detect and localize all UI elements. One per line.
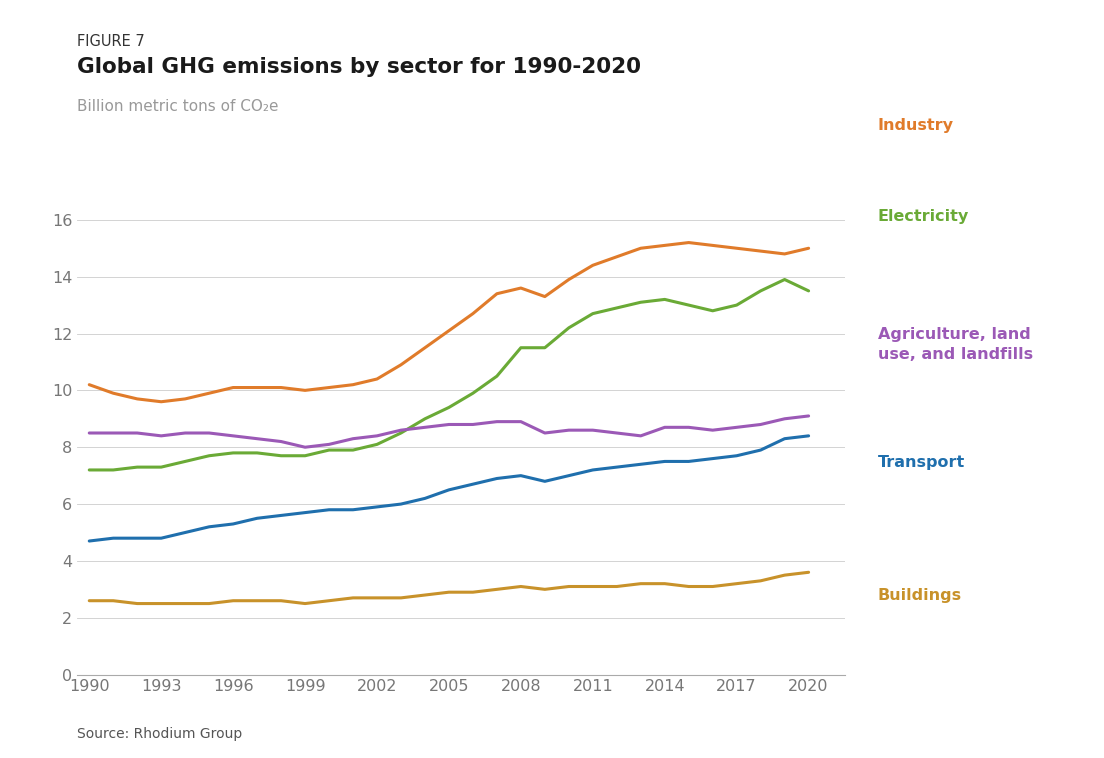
Text: Billion metric tons of CO₂e: Billion metric tons of CO₂e (77, 99, 279, 114)
Text: Global GHG emissions by sector for 1990-2020: Global GHG emissions by sector for 1990-… (77, 57, 641, 77)
Text: Transport: Transport (878, 455, 965, 470)
Text: Industry: Industry (878, 117, 954, 133)
Text: Agriculture, land
use, and landfills: Agriculture, land use, and landfills (878, 327, 1033, 362)
Text: Source: Rhodium Group: Source: Rhodium Group (77, 728, 243, 741)
Text: Buildings: Buildings (878, 587, 962, 603)
Text: FIGURE 7: FIGURE 7 (77, 34, 145, 49)
Text: Electricity: Electricity (878, 208, 969, 224)
